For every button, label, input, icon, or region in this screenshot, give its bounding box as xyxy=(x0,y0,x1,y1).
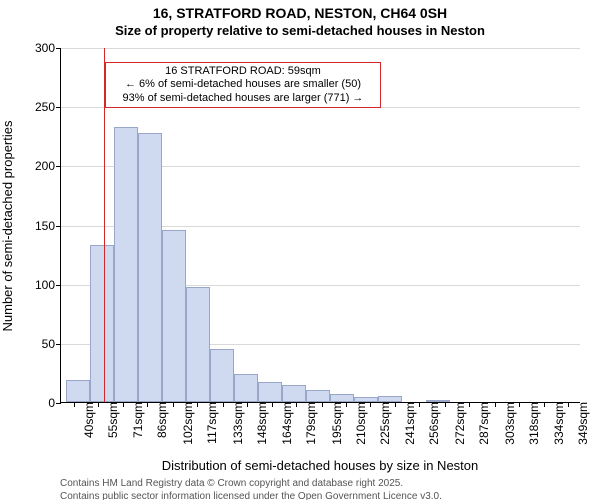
x-tick-label: 334sqm xyxy=(544,402,566,445)
x-tick-label: 164sqm xyxy=(272,402,294,445)
y-tick-label: 200 xyxy=(35,159,61,173)
histogram-bar xyxy=(114,127,138,402)
x-tick-label: 241sqm xyxy=(395,402,417,445)
histogram-bar xyxy=(234,374,258,402)
y-axis-label: Number of semi-detached properties xyxy=(0,120,15,331)
chart-title-line2: Size of property relative to semi-detach… xyxy=(0,23,600,38)
histogram-bar xyxy=(282,385,306,402)
chart-root: 16, STRATFORD ROAD, NESTON, CH64 0SH Siz… xyxy=(0,0,600,500)
x-tick-label: 179sqm xyxy=(296,402,318,445)
histogram-bar xyxy=(330,394,354,402)
y-tick-label: 50 xyxy=(42,337,61,351)
x-tick-label: 133sqm xyxy=(223,402,245,445)
histogram-bar xyxy=(210,349,234,402)
x-tick-label: 148sqm xyxy=(247,402,269,445)
attribution-footer: Contains HM Land Registry data © Crown c… xyxy=(60,478,442,500)
footer-line-2: Contains public sector information licen… xyxy=(60,491,442,500)
x-tick-label: 272sqm xyxy=(445,402,467,445)
plot-inner: 05010015020025030040sqm55sqm71sqm86sqm10… xyxy=(60,48,580,403)
annotation-line: 16 STRATFORD ROAD: 59sqm xyxy=(110,65,376,78)
x-tick-label: 71sqm xyxy=(123,402,145,438)
x-tick-label: 287sqm xyxy=(469,402,491,445)
x-tick-label: 195sqm xyxy=(322,402,344,445)
footer-line-1: Contains HM Land Registry data © Crown c… xyxy=(60,478,442,491)
x-tick-label: 349sqm xyxy=(568,402,590,445)
y-tick-label: 150 xyxy=(35,219,61,233)
y-tick-label: 100 xyxy=(35,278,61,292)
histogram-bar xyxy=(186,287,210,402)
x-tick-label: 40sqm xyxy=(74,402,96,438)
y-tick-label: 0 xyxy=(48,396,61,410)
x-tick-label: 86sqm xyxy=(147,402,169,438)
annotation-box: 16 STRATFORD ROAD: 59sqm← 6% of semi-det… xyxy=(105,62,381,108)
x-tick-label: 117sqm xyxy=(197,402,219,444)
histogram-bar xyxy=(138,133,162,402)
histogram-bar xyxy=(306,390,330,402)
x-tick-label: 210sqm xyxy=(346,402,368,445)
gridline xyxy=(61,48,580,49)
y-tick-label: 300 xyxy=(35,41,61,55)
x-tick-label: 318sqm xyxy=(519,402,541,445)
histogram-bar xyxy=(258,382,282,402)
x-tick-label: 55sqm xyxy=(98,402,120,438)
x-tick-label: 225sqm xyxy=(370,402,392,445)
annotation-line: 93% of semi-detached houses are larger (… xyxy=(110,92,376,105)
x-tick-label: 303sqm xyxy=(495,402,517,445)
histogram-bar xyxy=(162,230,186,402)
x-axis-label: Distribution of semi-detached houses by … xyxy=(60,458,580,473)
histogram-bar xyxy=(66,380,90,402)
histogram-bar xyxy=(90,245,114,402)
y-tick-label: 250 xyxy=(35,100,61,114)
annotation-line: ← 6% of semi-detached houses are smaller… xyxy=(110,78,376,91)
chart-title-line1: 16, STRATFORD ROAD, NESTON, CH64 0SH xyxy=(0,5,600,21)
plot-area: 05010015020025030040sqm55sqm71sqm86sqm10… xyxy=(60,48,580,403)
x-tick-label: 102sqm xyxy=(173,402,195,445)
x-tick-label: 256sqm xyxy=(419,402,441,445)
